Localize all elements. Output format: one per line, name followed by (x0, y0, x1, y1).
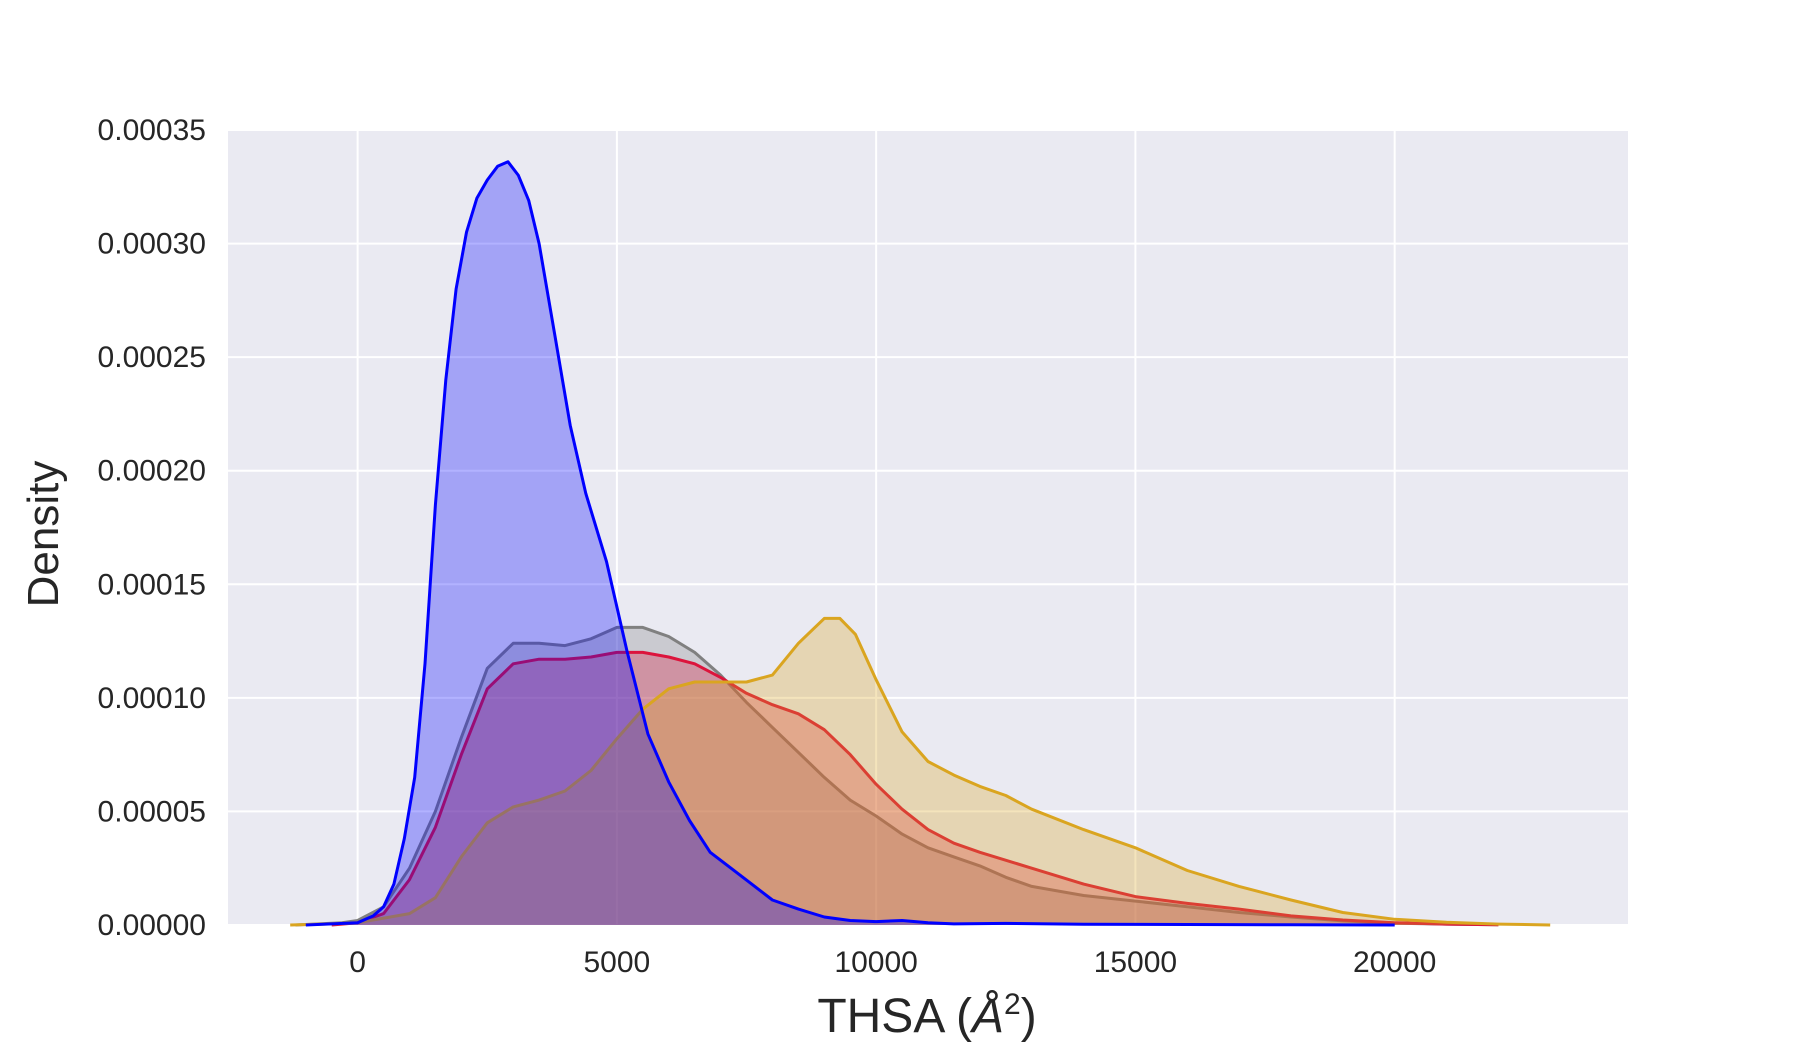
series-area-1 (331, 652, 1499, 925)
tick-layer: 0 5000 10000 15000 20000 0.00000 0.00005 0.0001… (98, 114, 1437, 979)
x-tick-label: 10000 (834, 946, 917, 979)
x-axis-title: THSA (Å2) (817, 988, 1036, 1043)
y-tick-label: 0.00000 (98, 909, 206, 942)
y-tick-label: 0.00020 (98, 455, 206, 488)
series-area-0 (295, 627, 1499, 925)
series-line-0 (295, 625, 1499, 927)
x-axis-title-close: ) (1021, 990, 1037, 1043)
series-line-2 (290, 616, 1551, 927)
series-line-1 (331, 650, 1499, 927)
y-axis-title: Density (19, 461, 68, 608)
y-tick-label: 0.00005 (98, 795, 206, 828)
grid-layer (228, 129, 1628, 926)
y-tick-label: 0.00010 (98, 682, 206, 715)
x-tick-label: 15000 (1094, 946, 1177, 979)
series-line-3 (305, 160, 1395, 927)
y-tick-label: 0.00015 (98, 568, 206, 601)
y-tick-label: 0.00030 (98, 228, 206, 261)
series-area-3 (305, 161, 1395, 926)
x-axis-title-symbol: Å (969, 990, 1004, 1043)
x-axis-title-main: THSA ( (817, 990, 972, 1043)
x-tick-label: 0 (349, 946, 366, 979)
y-tick-label: 0.00035 (98, 114, 206, 147)
x-axis-title-power: 2 (1004, 988, 1021, 1021)
series-area-2 (290, 618, 1551, 925)
series-layer (290, 160, 1551, 927)
x-tick-label: 5000 (584, 946, 651, 979)
x-tick-label: 20000 (1353, 946, 1436, 979)
y-tick-label: 0.00025 (98, 341, 206, 374)
